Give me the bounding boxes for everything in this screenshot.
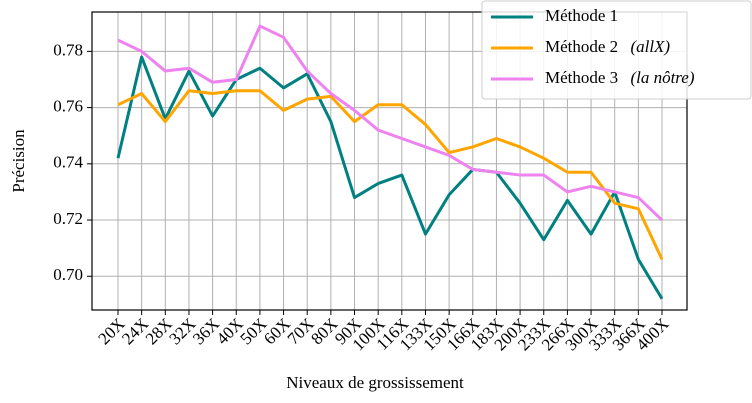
y-axis-label: Précision xyxy=(9,129,28,193)
y-tick-label: 0.78 xyxy=(53,40,83,59)
series-line xyxy=(117,24,664,222)
y-tick-label: 0.72 xyxy=(53,209,83,228)
legend-label: Méthode 2 (allX) xyxy=(545,37,670,56)
plot-frame xyxy=(91,11,688,311)
series-line xyxy=(117,89,664,261)
y-tick-label: 0.74 xyxy=(53,153,83,172)
y-tick-label: 0.70 xyxy=(53,265,83,284)
y-tick-label: 0.76 xyxy=(53,96,83,115)
legend-box xyxy=(481,0,752,100)
series-line xyxy=(116,55,664,300)
legend-label: Méthode 3 (la nôtre) xyxy=(545,68,695,87)
legend-label: Méthode 1 xyxy=(545,6,618,25)
x-axis-label: Niveaux de grossissement xyxy=(286,373,464,392)
